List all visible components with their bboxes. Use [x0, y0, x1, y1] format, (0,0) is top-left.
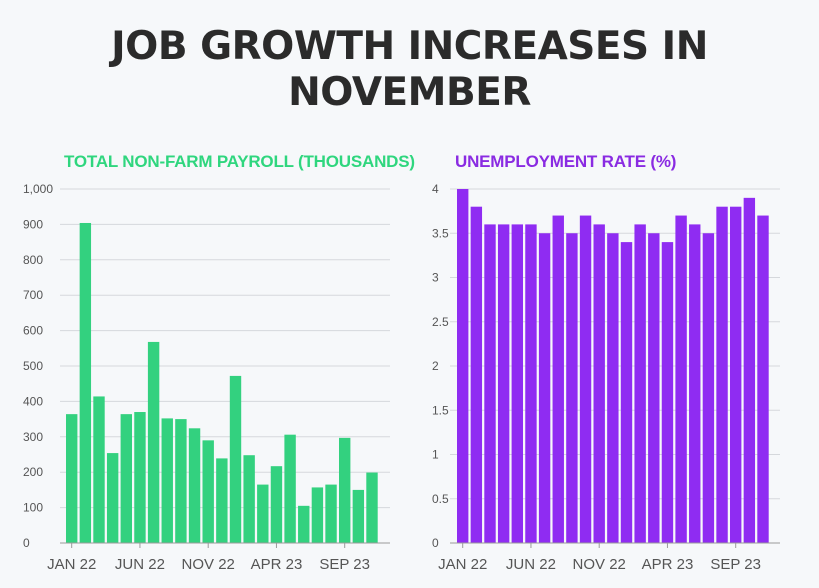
unemployment-bar	[538, 233, 551, 543]
unemployment-bar-chart: 0 0.5 1 1.5 2 2.5 3 3.5 4 JAN 22 JUN 22 NOV 22 APR 2…	[432, 182, 780, 573]
unemployment-y-tick-label: 1	[432, 448, 439, 462]
unemployment-chart-title: UNEMPLOYMENT RATE (%)	[455, 152, 677, 171]
unemployment-bar	[579, 215, 592, 544]
unemployment-bar	[648, 233, 660, 543]
page-title-line-1: JOB GROWTH INCREASES IN	[111, 24, 708, 69]
payroll-bar	[243, 455, 255, 543]
payroll-bar	[134, 412, 146, 543]
unemployment-bar	[566, 233, 578, 543]
payroll-y-tick-label: 800	[23, 253, 43, 267]
payroll-bar	[270, 466, 283, 543]
payroll-bar	[229, 375, 242, 543]
unemployment-bar	[716, 206, 728, 543]
payroll-bar	[202, 440, 214, 543]
unemployment-bar	[470, 206, 483, 543]
payroll-bar	[311, 487, 324, 543]
payroll-x-tick-label: NOV 22	[182, 556, 235, 573]
unemployment-bar	[743, 197, 756, 543]
unemployment-bar	[552, 215, 564, 544]
payroll-y-tick-label: 0	[23, 536, 30, 550]
payroll-bar	[339, 437, 351, 543]
unemployment-bar	[593, 224, 605, 543]
payroll-bar	[120, 414, 132, 543]
payroll-y-tick-label: 500	[23, 359, 43, 373]
page-title-line-2: NOVEMBER	[288, 70, 531, 115]
unemployment-bar	[661, 242, 674, 543]
payroll-y-tick-label: 400	[23, 394, 43, 408]
payroll-bar-chart: 0 100 200 300 400 500 600 700 800 900 1,000 JAN 22 J…	[23, 182, 390, 573]
payroll-x-tick-label: JUN 22	[115, 556, 165, 573]
unemployment-x-tick-label: NOV 22	[573, 556, 626, 573]
unemployment-bar	[511, 224, 523, 543]
unemployment-x-tick-label: SEP 23	[710, 556, 761, 573]
payroll-y-tick-label: 1,000	[23, 182, 53, 196]
payroll-bar	[79, 222, 92, 543]
payroll-bar	[366, 472, 378, 543]
unemployment-bar	[634, 224, 646, 543]
unemployment-y-tick-label: 3	[432, 271, 439, 285]
payroll-bar	[106, 453, 119, 543]
unemployment-y-tick-label: 4	[432, 182, 439, 196]
unemployment-bar	[675, 215, 687, 544]
unemployment-bar	[497, 224, 510, 543]
unemployment-y-tick-label: 2.5	[432, 315, 449, 329]
unemployment-bar	[757, 215, 769, 544]
payroll-y-tick-label: 100	[23, 501, 43, 515]
payroll-bar	[284, 434, 296, 543]
payroll-bar	[325, 484, 337, 543]
payroll-y-tick-label: 300	[23, 430, 43, 444]
payroll-y-tick-label: 200	[23, 465, 43, 479]
unemployment-bar	[689, 224, 701, 543]
payroll-y-tick-label: 900	[23, 217, 43, 231]
payroll-bar	[66, 414, 78, 543]
payroll-y-tick-label: 700	[23, 288, 43, 302]
payroll-x-tick-label: JAN 22	[47, 556, 96, 573]
unemployment-bar	[702, 233, 715, 543]
unemployment-bar	[484, 224, 496, 543]
payroll-bar	[298, 505, 310, 543]
payroll-chart-title: TOTAL NON-FARM PAYROLL (THOUSANDS)	[64, 152, 415, 171]
payroll-bar	[93, 396, 105, 543]
unemployment-x-tick-label: APR 23	[642, 556, 694, 573]
payroll-bar	[216, 458, 228, 543]
unemployment-y-tick-label: 1.5	[432, 403, 449, 417]
payroll-bar	[352, 489, 365, 543]
payroll-bar	[147, 341, 160, 543]
payroll-x-tick-label: APR 23	[251, 556, 303, 573]
payroll-y-tick-label: 600	[23, 324, 43, 338]
unemployment-x-tick-label: JUN 22	[506, 556, 556, 573]
unemployment-y-tick-label: 0	[432, 536, 439, 550]
payroll-bar	[161, 418, 173, 543]
unemployment-bar	[525, 224, 537, 543]
unemployment-y-tick-label: 3.5	[432, 226, 449, 240]
unemployment-bar	[620, 242, 633, 543]
payroll-bar	[175, 419, 187, 543]
payroll-bar	[188, 428, 201, 543]
unemployment-bar	[457, 189, 469, 543]
unemployment-bar	[607, 233, 619, 543]
unemployment-y-tick-label: 0.5	[432, 492, 449, 506]
payroll-x-tick-label: SEP 23	[319, 556, 370, 573]
unemployment-x-tick-label: JAN 22	[438, 556, 487, 573]
unemployment-y-tick-label: 2	[432, 359, 439, 373]
unemployment-bar	[730, 206, 742, 543]
page-title: JOB GROWTH INCREASES IN NOVEMBER	[0, 24, 819, 116]
payroll-bar	[257, 484, 269, 543]
